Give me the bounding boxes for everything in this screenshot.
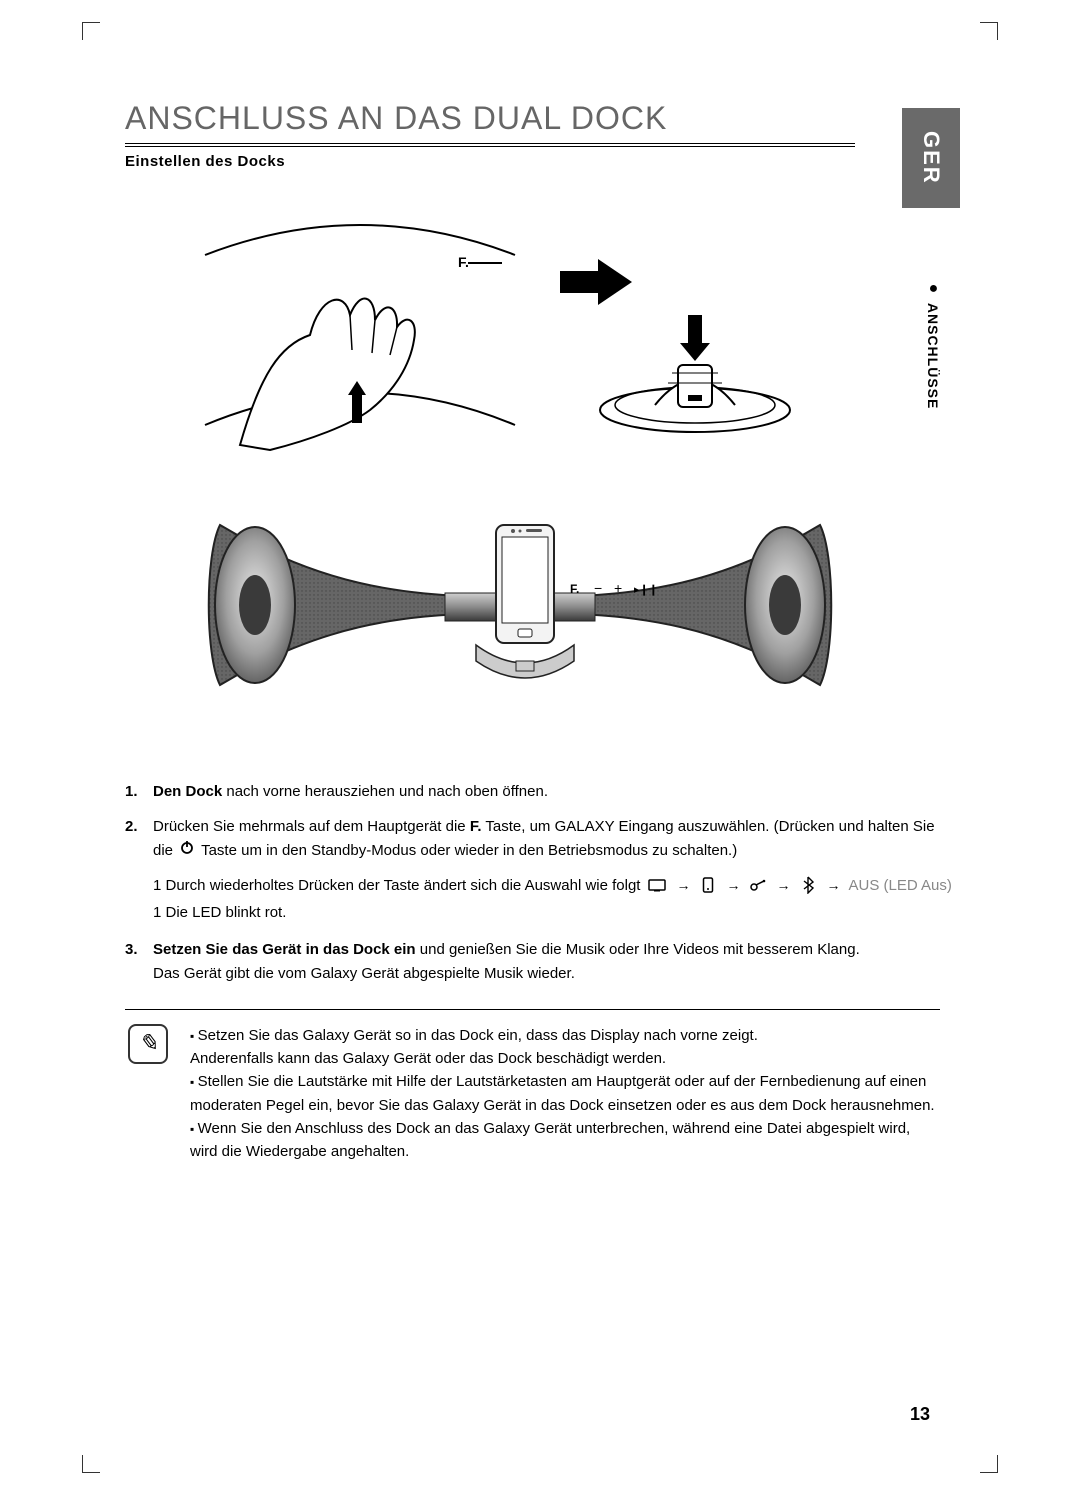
note-block: ✎ Setzen Sie das Galaxy Gerät so in das … bbox=[128, 1024, 938, 1164]
ipod-icon bbox=[698, 877, 718, 893]
arrow-right-icon bbox=[560, 259, 632, 305]
arrow-down-icon bbox=[680, 315, 710, 361]
language-tab-label: GER bbox=[918, 131, 944, 185]
playpause-icon: ▸❙❙ bbox=[634, 584, 658, 596]
step-2-sub: 1 Durch wiederholtes Drücken der Taste ä… bbox=[153, 874, 955, 925]
step-text: Drücken Sie mehrmals auf dem Hauptgerät … bbox=[153, 818, 470, 835]
arrow-right-icon: → bbox=[726, 875, 740, 897]
crop-mark bbox=[980, 22, 998, 40]
sub-text: 1 Durch wiederholtes Drücken der Taste ä… bbox=[153, 874, 640, 897]
figure-insert-direction bbox=[560, 245, 800, 455]
off-label: AUS (LED Aus) bbox=[848, 874, 951, 897]
step-text: F. bbox=[470, 818, 482, 835]
section-side-label: ● ANSCHLÜSSE bbox=[924, 280, 942, 409]
arrow-right-icon: → bbox=[826, 875, 840, 897]
aux-icon bbox=[748, 877, 768, 893]
instruction-body: 1. Den Dock nach vorne herausziehen und … bbox=[125, 780, 955, 985]
page-heading: ANSCHLUSS AN DAS DUAL DOCK bbox=[125, 100, 1010, 137]
galaxy-icon bbox=[648, 877, 668, 893]
note-line: Setzen Sie das Galaxy Gerät so in das Do… bbox=[198, 1027, 758, 1044]
figure-speaker-dock: F. − + ▸❙❙ bbox=[200, 485, 820, 725]
language-tab: GER bbox=[902, 108, 960, 208]
note-line: Anderenfalls kann das Galaxy Gerät oder … bbox=[190, 1050, 666, 1067]
standby-icon bbox=[177, 839, 197, 855]
step-text: Taste um in den Standby-Modus oder wiede… bbox=[201, 842, 737, 859]
note-line: Wenn Sie den Anschluss des Dock an das G… bbox=[190, 1117, 938, 1164]
step-3: 3. Setzen Sie das Gerät in das Dock ein … bbox=[125, 938, 955, 985]
step-2: 2. Drücken Sie mehrmals auf dem Hauptger… bbox=[125, 815, 955, 862]
page-subheading: Einstellen des Docks bbox=[125, 153, 1010, 170]
step-text: Setzen Sie das Gerät in das Dock ein bbox=[153, 941, 420, 958]
figure-label-f: F. bbox=[570, 582, 579, 596]
step-number: 3. bbox=[125, 938, 147, 985]
step-text: Den Dock bbox=[153, 783, 226, 800]
bluetooth-icon bbox=[798, 877, 818, 893]
step-number: 2. bbox=[125, 815, 147, 862]
sub-text: 1 Die LED blinkt rot. bbox=[153, 901, 955, 924]
separator bbox=[125, 1009, 940, 1010]
section-side-label-text: ANSCHLÜSSE bbox=[925, 303, 941, 409]
heading-rule bbox=[125, 143, 855, 147]
step-text: Das Gerät gibt die vom Galaxy Gerät abge… bbox=[153, 965, 575, 982]
step-number: 1. bbox=[125, 780, 147, 803]
plus-icon: + bbox=[614, 580, 622, 596]
step-text: und genießen Sie die Musik oder Ihre Vid… bbox=[420, 941, 860, 958]
figure-label-f: F. bbox=[458, 254, 469, 270]
figure-group: F. bbox=[200, 195, 820, 725]
manual-page: GER ● ANSCHLÜSSE ANSCHLUSS AN DAS DUAL D… bbox=[0, 0, 1080, 1495]
step-text: nach vorne herausziehen und nach oben öf… bbox=[226, 783, 548, 800]
note-line: Stellen Sie die Lautstärke mit Hilfe der… bbox=[190, 1070, 938, 1117]
arrow-right-icon: → bbox=[676, 875, 690, 897]
crop-mark bbox=[980, 1455, 998, 1473]
page-number: 13 bbox=[910, 1404, 930, 1425]
arrow-right-icon: → bbox=[776, 875, 790, 897]
crop-mark bbox=[82, 1455, 100, 1473]
figure-open-dock: F. bbox=[200, 195, 520, 455]
note-icon: ✎ bbox=[128, 1024, 168, 1064]
minus-icon: − bbox=[594, 580, 602, 596]
bullet-icon: ● bbox=[925, 280, 942, 298]
note-text: Setzen Sie das Galaxy Gerät so in das Do… bbox=[190, 1024, 938, 1164]
crop-mark bbox=[82, 22, 100, 40]
step-1: 1. Den Dock nach vorne herausziehen und … bbox=[125, 780, 955, 803]
